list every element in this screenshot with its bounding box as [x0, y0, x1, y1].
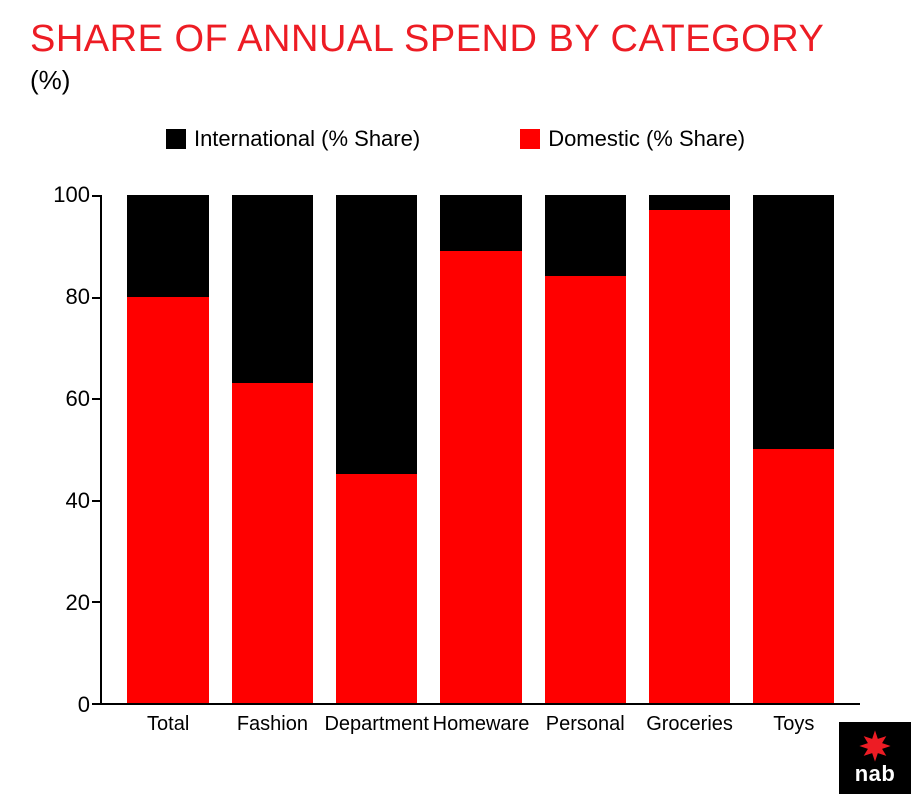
- chart-subtitle: (%): [0, 61, 911, 96]
- bar-segment-domestic: [753, 449, 834, 703]
- brand-text: nab: [855, 761, 896, 787]
- bar-segment-domestic: [336, 474, 417, 703]
- bar-segment-international: [336, 195, 417, 474]
- bar-segment-international: [649, 195, 730, 210]
- y-tick: [92, 500, 102, 502]
- x-axis-label: Fashion: [237, 713, 308, 736]
- y-tick: [92, 601, 102, 603]
- legend-label-international: International (% Share): [194, 126, 420, 152]
- chart: TotalFashionDepartmentHomewarePersonalGr…: [40, 195, 860, 765]
- y-tick: [92, 398, 102, 400]
- y-tick: [92, 195, 102, 197]
- bar: [753, 195, 834, 703]
- x-axis-label: Total: [147, 713, 189, 736]
- legend-swatch-international: [166, 129, 186, 149]
- y-axis-label: 0: [78, 692, 90, 718]
- bar-segment-international: [127, 195, 208, 297]
- bar-segment-international: [440, 195, 521, 251]
- bar-segment-domestic: [649, 210, 730, 703]
- bar-segment-domestic: [440, 251, 521, 703]
- bar: [336, 195, 417, 703]
- x-axis-label: Homeware: [433, 713, 530, 736]
- bar-slot: Toys: [742, 195, 846, 703]
- y-axis-label: 80: [66, 284, 90, 310]
- bar-slot: Homeware: [429, 195, 533, 703]
- legend-swatch-domestic: [520, 129, 540, 149]
- legend-item-domestic: Domestic (% Share): [520, 126, 745, 152]
- x-axis-label: Toys: [773, 713, 814, 736]
- chart-title: SHARE OF ANNUAL SPEND BY CATEGORY: [0, 0, 911, 61]
- star-icon: [857, 729, 893, 763]
- bar: [127, 195, 208, 703]
- bar: [545, 195, 626, 703]
- x-axis-label: Personal: [546, 713, 625, 736]
- bar-slot: Groceries: [637, 195, 741, 703]
- bar-slot: Total: [116, 195, 220, 703]
- bar-slot: Fashion: [220, 195, 324, 703]
- bar-segment-domestic: [545, 276, 626, 703]
- legend: International (% Share) Domestic (% Shar…: [0, 126, 911, 152]
- y-axis-label: 40: [66, 488, 90, 514]
- bar: [440, 195, 521, 703]
- bars-container: TotalFashionDepartmentHomewarePersonalGr…: [102, 195, 860, 703]
- brand-logo: nab: [839, 722, 911, 794]
- bar-segment-international: [545, 195, 626, 276]
- y-axis-label: 20: [66, 590, 90, 616]
- y-axis-label: 100: [53, 182, 90, 208]
- legend-label-domestic: Domestic (% Share): [548, 126, 745, 152]
- plot-area: TotalFashionDepartmentHomewarePersonalGr…: [100, 195, 860, 705]
- bar-segment-international: [232, 195, 313, 383]
- bar: [232, 195, 313, 703]
- legend-item-international: International (% Share): [166, 126, 420, 152]
- bar-segment-international: [753, 195, 834, 449]
- bar: [649, 195, 730, 703]
- y-tick: [92, 297, 102, 299]
- x-axis-label: Department: [324, 713, 429, 736]
- bar-segment-domestic: [127, 297, 208, 703]
- y-axis-label: 60: [66, 386, 90, 412]
- bar-slot: Department: [325, 195, 429, 703]
- bar-segment-domestic: [232, 383, 313, 703]
- y-tick: [92, 703, 102, 705]
- x-axis-label: Groceries: [646, 713, 733, 736]
- bar-slot: Personal: [533, 195, 637, 703]
